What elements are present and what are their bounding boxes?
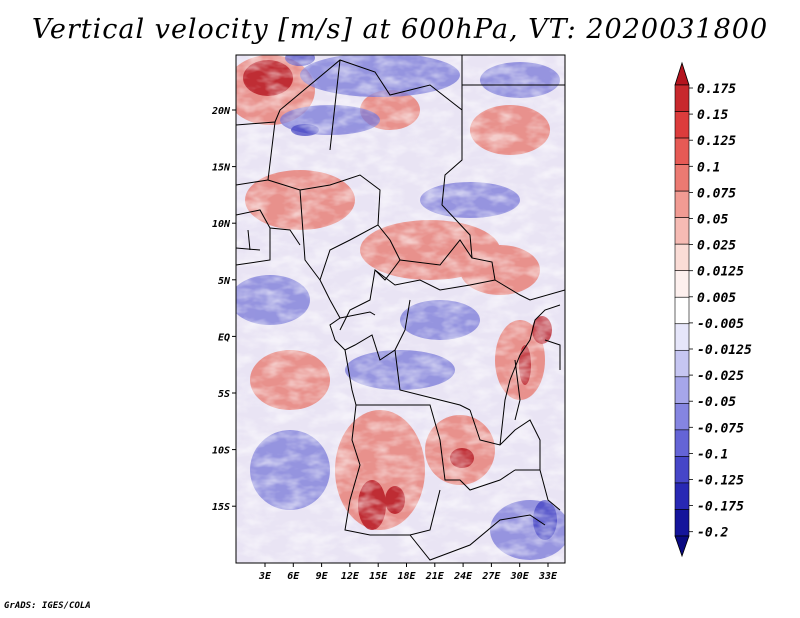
colorbar-label: -0.1	[697, 447, 728, 462]
colorbar-swatch	[674, 403, 690, 431]
colorbar-swatch	[674, 217, 690, 245]
lon-label: 9E	[316, 571, 329, 582]
colorbar-label: -0.125	[697, 474, 744, 489]
colorbar-label: -0.005	[697, 317, 744, 332]
lon-label: 18E	[397, 571, 416, 582]
colorbar-label: 0.075	[697, 186, 736, 201]
lat-label: 10N	[212, 219, 231, 230]
credit-label: GrADS: IGES/COLA	[4, 601, 91, 611]
lon-label: 21E	[425, 571, 445, 582]
colorbar-swatch	[674, 137, 690, 165]
colorbar-label: -0.175	[697, 500, 744, 515]
colorbar-label: -0.0125	[697, 343, 752, 358]
colorbar-label: -0.05	[697, 395, 736, 410]
colorbar-swatch	[674, 111, 690, 139]
colorbar-swatch	[674, 164, 690, 192]
colorbar-swatch	[674, 190, 690, 218]
colorbar-swatch	[674, 509, 690, 537]
colorbar-label: 0.0125	[697, 265, 744, 280]
colorbar-label: 0.1	[697, 160, 720, 175]
lon-label: 12E	[341, 571, 360, 582]
velocity-field	[236, 55, 565, 563]
lat-label: 5S	[218, 389, 230, 400]
lat-label: 20N	[211, 106, 231, 117]
colorbar-swatch	[674, 456, 690, 484]
colorbar-swatch	[674, 376, 690, 404]
colorbar-label: 0.005	[697, 291, 736, 306]
colorbar-label: 0.15	[697, 108, 728, 123]
lat-label: EQ	[218, 332, 230, 343]
colorbar-swatch	[674, 482, 690, 510]
lat-label: 15N	[212, 163, 231, 174]
colorbar-label: 0.025	[697, 239, 736, 254]
country-borders	[236, 55, 565, 561]
colorbar-label: 0.05	[697, 213, 728, 228]
colorbar: 0.175 0.15 0.125 0.1 0.075 0.05 0.025 0.0125 0.0…	[674, 61, 752, 558]
lon-label: 30E	[510, 571, 530, 582]
chart-title: Vertical velocity [m/s] at 600hPa, VT: 2…	[31, 14, 769, 45]
colorbar-swatch	[674, 429, 690, 457]
colorbar-bottom-arrow	[674, 535, 690, 558]
colorbar-swatch	[674, 323, 690, 351]
lon-label: 6E	[287, 571, 300, 582]
colorbar-swatch	[674, 349, 690, 378]
lon-label: 33E	[538, 571, 558, 582]
colorbar-swatch	[674, 296, 690, 325]
lon-label: 3E	[258, 571, 272, 582]
colorbar-swatch	[674, 243, 690, 272]
colorbar-label: -0.2	[697, 526, 728, 541]
lat-label: 15S	[212, 502, 230, 513]
colorbar-swatch	[674, 84, 690, 112]
colorbar-label: 0.175	[697, 82, 736, 97]
colorbar-top-arrow	[674, 61, 690, 86]
lat-label: 5N	[218, 276, 231, 287]
axis-ticks: 3E 6E 9E 12E 15E 18E 21E 24E 27E 30E 33E 20N 15N 10N 5…	[211, 106, 558, 582]
colorbar-label: -0.025	[697, 369, 744, 384]
colorbar-swatch	[674, 270, 690, 298]
lon-label: 15E	[369, 571, 388, 582]
colorbar-label: -0.075	[697, 421, 744, 436]
lon-label: 24E	[453, 571, 473, 582]
lat-label: 10S	[212, 446, 230, 457]
colorbar-label: 0.125	[697, 134, 736, 149]
lon-label: 27E	[481, 571, 501, 582]
